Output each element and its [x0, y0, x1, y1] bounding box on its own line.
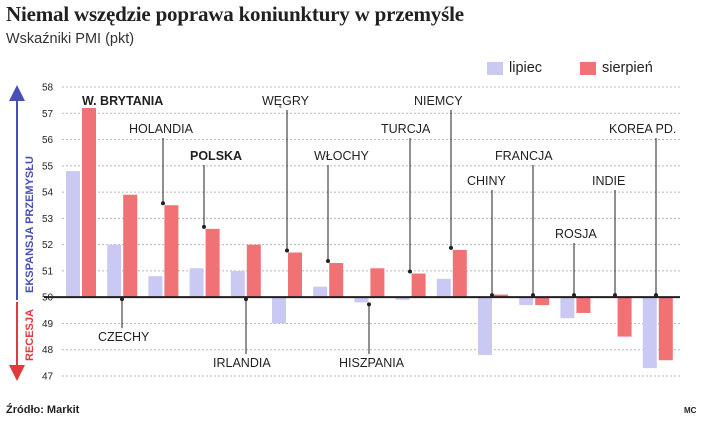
bar-august — [452, 249, 467, 298]
leader-dot — [367, 302, 371, 307]
source-note: Źródło: Markit — [6, 404, 80, 416]
category-label: TURCJA — [381, 122, 431, 136]
legend-swatch-august — [580, 61, 596, 75]
bar-august — [370, 268, 385, 298]
bar-august — [288, 252, 302, 298]
bar-july — [313, 286, 328, 298]
y-tick-label: 55 — [42, 161, 54, 172]
legend-item-july: lipiec — [487, 60, 542, 76]
category-label: IRLANDIA — [213, 356, 271, 370]
bar-july — [436, 278, 451, 298]
category-label: CZECHY — [98, 330, 150, 344]
leader-dot — [161, 201, 165, 206]
bar-august — [411, 273, 426, 298]
labels-layer: W. BRYTANIA CZECHY HOLANDIA POLSKA IRLANDIA W… — [82, 94, 676, 370]
category-label: POLSKA — [190, 149, 242, 163]
bar-august — [658, 297, 673, 361]
leader-dot — [285, 248, 289, 253]
category-label: FRANCJA — [495, 149, 553, 163]
legend-item-august: sierpień — [580, 60, 653, 76]
bar-july — [66, 171, 80, 298]
leader-dot — [202, 224, 206, 229]
bar-august — [205, 228, 220, 298]
bar-july — [148, 276, 163, 298]
leader-dot — [326, 259, 330, 264]
y-tick-label: 52 — [42, 240, 54, 251]
category-label: WĘGRY — [262, 94, 310, 108]
bar-august — [329, 263, 344, 298]
bar-july — [189, 268, 204, 298]
y-tick-label: 56 — [42, 135, 54, 146]
bar-august — [617, 297, 632, 337]
bar-july — [354, 297, 369, 303]
y-tick-label: 47 — [42, 372, 54, 383]
bar-july — [519, 297, 534, 306]
bar-july — [107, 244, 122, 298]
bar-august — [494, 294, 508, 298]
credit-initials: MC — [684, 406, 697, 415]
y-tick-label: 51 — [42, 266, 54, 277]
bar-august — [576, 297, 591, 313]
category-label: HISZPANIA — [339, 356, 405, 370]
category-label: ROSJA — [555, 227, 597, 241]
y-tick-label: 49 — [42, 319, 54, 330]
category-label: WŁOCHY — [314, 149, 370, 163]
bar-august — [246, 244, 261, 298]
chart-subtitle: Wskaźniki PMI (pkt) — [6, 31, 135, 47]
y-tick-label: 54 — [42, 188, 54, 199]
category-label: KOREA PD. — [609, 122, 676, 136]
bar-july — [395, 297, 410, 300]
bar-july — [478, 297, 492, 355]
bars-layer — [66, 108, 673, 369]
bar-august — [535, 297, 550, 306]
bar-july — [272, 297, 286, 324]
side-axis-annotations: EKSPANSJA PRZEMYSŁU RECESJA — [9, 85, 36, 381]
category-label: NIEMCY — [414, 94, 463, 108]
bar-july — [560, 297, 575, 319]
bar-august — [164, 205, 179, 298]
recession-label: RECESJA — [24, 309, 36, 361]
leader-dot — [408, 269, 412, 274]
category-label: INDIE — [592, 174, 625, 188]
y-tick-label: 48 — [42, 345, 54, 356]
legend-swatch-july — [487, 61, 503, 75]
legend-label-august: sierpień — [602, 60, 653, 76]
leader-dot — [449, 245, 453, 250]
chart-title: Niemal wszędzie poprawa koniunktury w pr… — [6, 2, 464, 26]
expansion-label: EKSPANSJA PRZEMYSŁU — [24, 156, 36, 293]
bar-august — [123, 194, 138, 298]
category-label: CHINY — [467, 174, 507, 188]
y-tick-label: 58 — [42, 83, 54, 94]
bar-august — [82, 108, 96, 298]
y-tick-label: 57 — [42, 109, 54, 120]
category-label: W. BRYTANIA — [82, 94, 163, 108]
category-label: HOLANDIA — [129, 122, 194, 136]
legend-label-july: lipiec — [509, 60, 543, 76]
bar-july — [642, 297, 657, 369]
bar-july — [230, 270, 245, 298]
y-tick-label: 53 — [42, 214, 54, 225]
